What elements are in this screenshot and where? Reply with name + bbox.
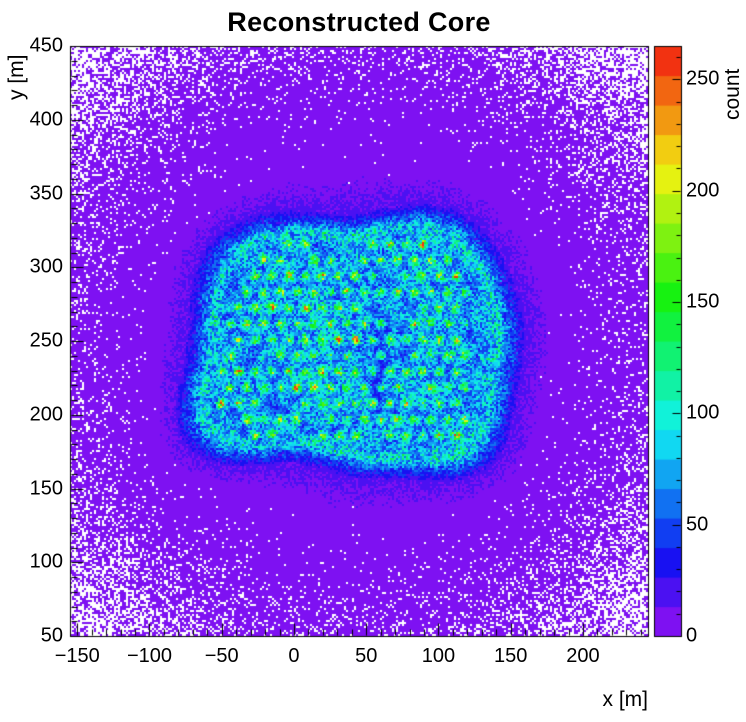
y-axis-title: y [m] <box>5 54 28 101</box>
y-tick-label: 400 <box>29 108 63 131</box>
y-tick-label: 300 <box>29 255 63 278</box>
x-tick-label: 100 <box>421 645 456 667</box>
chart-title: Reconstructed Core <box>227 7 491 37</box>
x-tick-label: −100 <box>126 645 172 667</box>
y-tick-label: 250 <box>29 329 63 352</box>
x-axis-title: x [m] <box>602 688 649 711</box>
x-tick-label: −50 <box>204 645 239 667</box>
y-tick-label: 350 <box>29 182 63 204</box>
x-tick-label: 50 <box>355 645 378 667</box>
z-tick-label: 0 <box>686 624 698 647</box>
z-tick-label: 150 <box>686 290 720 313</box>
y-tick-label: 450 <box>29 34 63 57</box>
x-tick-label: −150 <box>54 645 100 667</box>
z-tick-label: 50 <box>686 513 709 536</box>
y-tick-label: 150 <box>29 477 63 499</box>
x-tick-label: 0 <box>288 645 300 667</box>
z-tick-label: 200 <box>686 179 720 202</box>
x-tick-label: 200 <box>566 645 600 667</box>
y-tick-label: 100 <box>29 550 63 573</box>
y-tick-label: 200 <box>29 403 63 426</box>
y-tick-label: 50 <box>40 624 63 647</box>
x-tick-label: 150 <box>494 645 528 667</box>
z-tick-label: 250 <box>686 67 720 90</box>
z-tick-label: 100 <box>686 401 720 424</box>
colorbar-title: count <box>721 68 744 120</box>
